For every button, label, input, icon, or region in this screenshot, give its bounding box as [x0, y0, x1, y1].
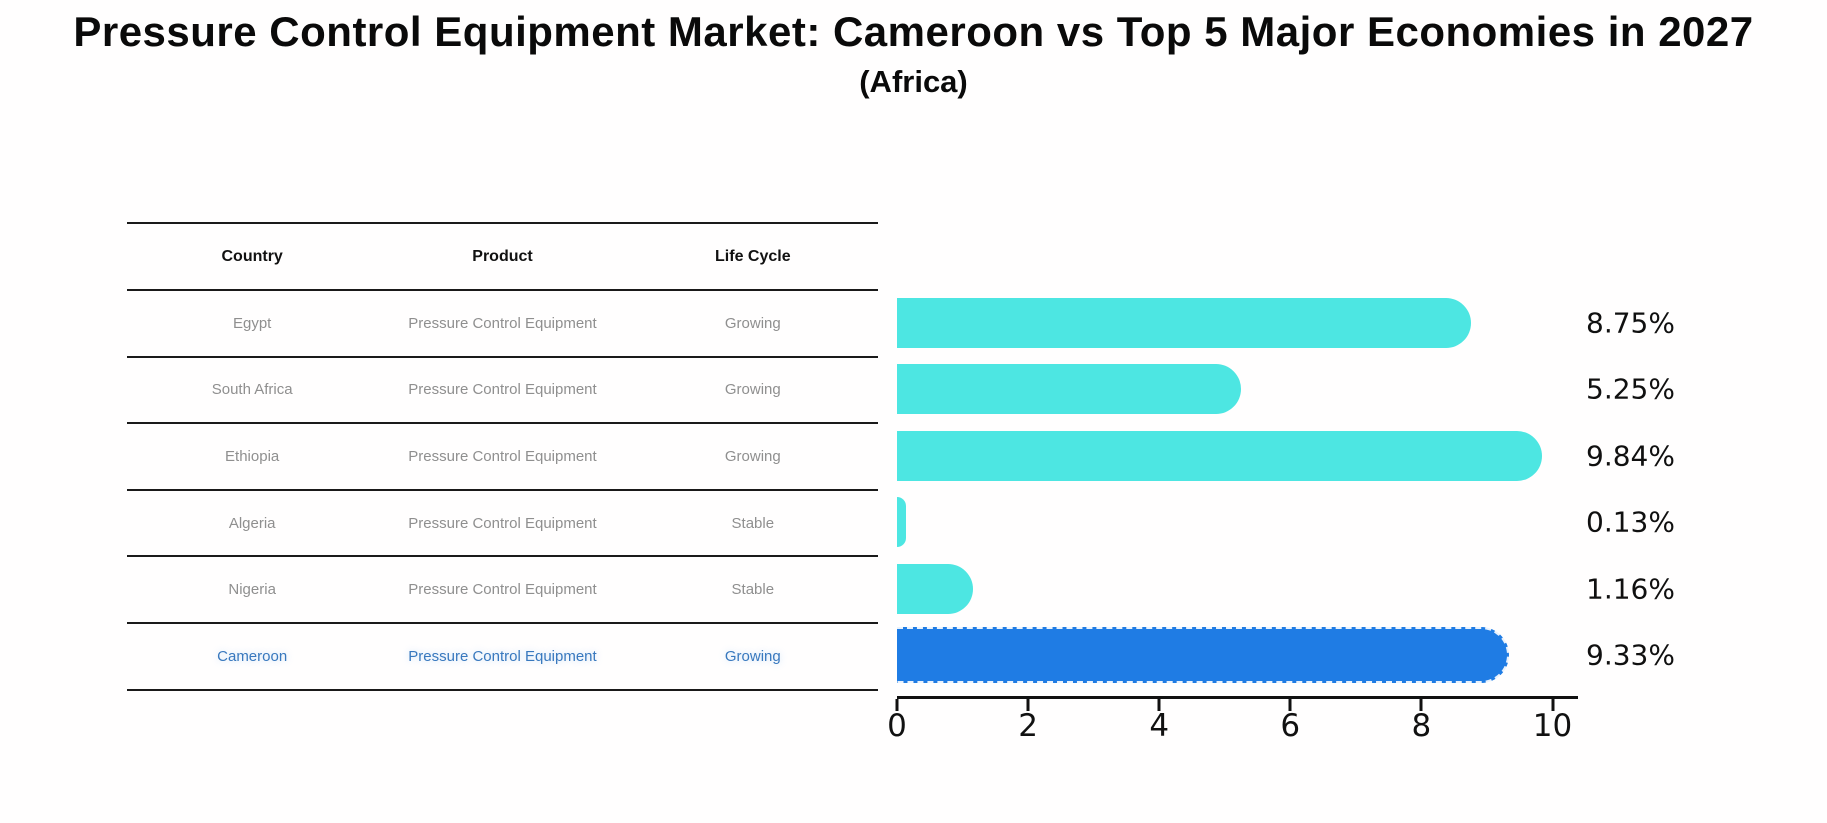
cell-country: Ethiopia: [225, 447, 280, 465]
x-axis-line: [897, 696, 1578, 699]
cell-product: Pressure Control Equipment: [408, 581, 597, 599]
value-label: 5.25%: [1586, 372, 1675, 406]
x-axis-tick-label: 4: [1149, 708, 1170, 744]
cell-life-cycle: Growing: [724, 381, 781, 399]
column-header-product: Product: [472, 247, 533, 265]
cell-country: Cameroon: [217, 647, 288, 665]
bar-egypt: [897, 297, 1471, 348]
table-row-algeria: Algeria Pressure Control Equipment Stabl…: [127, 488, 878, 556]
cell-country: South Africa: [211, 381, 293, 399]
country-table: Country Product Life Cycle Egypt Pressur…: [127, 222, 878, 691]
cell-product: Pressure Control Equipment: [408, 647, 597, 665]
value-label: 9.33%: [1586, 638, 1675, 672]
column-header-life-cycle: Life Cycle: [715, 247, 791, 265]
table-row-ethiopia: Ethiopia Pressure Control Equipment Grow…: [127, 422, 878, 489]
cell-country: Nigeria: [228, 581, 276, 599]
x-axis-tick: [1157, 699, 1161, 711]
cell-life-cycle: Growing: [724, 647, 781, 665]
x-axis-tick-label: 8: [1411, 708, 1432, 744]
bar-algeria: [897, 497, 906, 547]
value-label: 8.75%: [1586, 306, 1675, 339]
bar-cameroon-highlighted: [897, 627, 1509, 683]
cell-life-cycle: Growing: [724, 314, 781, 332]
column-header-country: Country: [221, 247, 283, 265]
bar-nigeria: [897, 563, 974, 614]
x-axis-tick: [895, 699, 899, 711]
chart-title: Pressure Control Equipment Market: Camer…: [73, 8, 1754, 55]
table-row-cameroon-highlighted: Cameroon Pressure Control Equipment Grow…: [127, 621, 878, 689]
cell-product: Pressure Control Equipment: [408, 314, 597, 332]
x-axis-tick-label: 10: [1532, 708, 1573, 744]
cell-country: Egypt: [232, 314, 272, 332]
table-row-egypt: Egypt Pressure Control Equipment Growing: [127, 289, 878, 356]
table-row-south-africa: South Africa Pressure Control Equipment …: [127, 355, 878, 423]
value-label: 0.13%: [1586, 505, 1675, 539]
value-label: 1.16%: [1586, 572, 1675, 605]
cell-product: Pressure Control Equipment: [408, 381, 597, 399]
x-axis-tick: [1419, 699, 1423, 711]
chart-subtitle: (Africa): [859, 64, 968, 99]
cell-life-cycle: Stable: [731, 581, 775, 599]
cell-product: Pressure Control Equipment: [408, 447, 597, 465]
x-axis-tick-label: 2: [1018, 708, 1038, 744]
x-axis-tick: [1288, 699, 1292, 711]
cell-life-cycle: Growing: [724, 447, 781, 465]
x-axis-tick: [1551, 699, 1554, 711]
cell-country: Algeria: [228, 514, 276, 532]
x-axis-tick-label: 6: [1280, 708, 1301, 744]
bar-ethiopia: [897, 430, 1542, 481]
bar-south-africa: [897, 364, 1242, 414]
table-header-row: Country Product Life Cycle: [127, 222, 878, 289]
value-label: 9.84%: [1586, 439, 1675, 472]
x-axis-tick: [1026, 699, 1030, 711]
cell-product: Pressure Control Equipment: [408, 514, 597, 532]
x-axis-tick-label: 0: [887, 708, 907, 744]
table-row-nigeria: Nigeria Pressure Control Equipment Stabl…: [127, 555, 878, 622]
cell-life-cycle: Stable: [731, 514, 775, 532]
